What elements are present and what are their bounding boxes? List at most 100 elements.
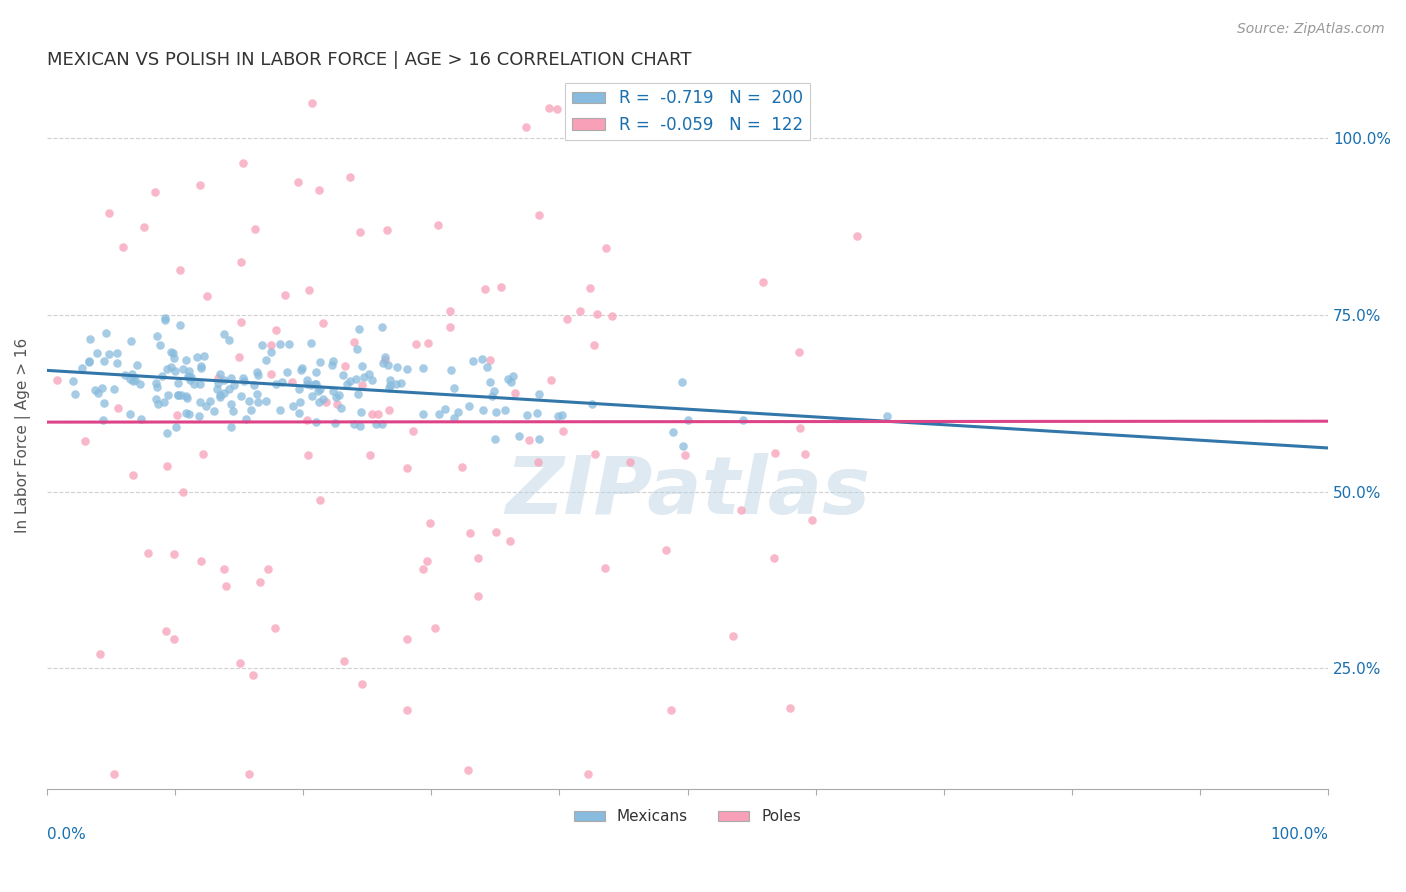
Point: [162, 345, 184, 359]
Point: [730, 502, 752, 516]
Point: [516, 409, 538, 423]
Point: [427, 408, 450, 422]
Point: [257, 562, 280, 576]
Point: [328, 388, 350, 402]
Point: [325, 390, 347, 404]
Point: [254, 352, 277, 367]
Point: [395, 703, 418, 717]
Point: [111, 240, 134, 254]
Point: [221, 420, 243, 434]
Point: [176, 391, 198, 405]
Point: [371, 417, 394, 431]
Point: [84, 383, 107, 397]
Point: [583, 447, 606, 461]
Point: [307, 384, 329, 398]
Point: [672, 439, 695, 453]
Point: [246, 368, 269, 382]
Point: [260, 338, 283, 352]
Point: [93, 354, 115, 368]
Point: [304, 377, 326, 392]
Point: [305, 415, 328, 429]
Point: [762, 550, 785, 565]
Point: [517, 433, 540, 447]
Point: [188, 394, 211, 409]
Point: [120, 334, 142, 348]
Point: [228, 351, 250, 365]
Point: [309, 382, 332, 396]
Point: [845, 229, 868, 244]
Point: [396, 460, 419, 475]
Point: [378, 378, 401, 392]
Point: [231, 255, 253, 269]
Point: [96, 326, 118, 340]
Point: [357, 368, 380, 382]
Point: [188, 409, 211, 424]
Point: [269, 336, 291, 351]
Point: [246, 365, 269, 379]
Point: [215, 579, 238, 593]
Point: [309, 355, 332, 369]
Point: [155, 310, 177, 325]
Point: [263, 621, 285, 635]
Point: [209, 388, 232, 402]
Point: [190, 360, 212, 375]
Point: [157, 387, 180, 401]
Point: [129, 377, 152, 392]
Point: [228, 656, 250, 670]
Point: [264, 377, 287, 392]
Point: [412, 361, 434, 376]
Point: [247, 394, 270, 409]
Point: [287, 382, 309, 396]
Point: [271, 375, 294, 389]
Point: [86, 346, 108, 360]
Point: [308, 395, 330, 409]
Point: [301, 389, 323, 403]
Point: [779, 701, 801, 715]
Point: [439, 320, 461, 334]
Point: [260, 367, 283, 381]
Point: [250, 338, 273, 352]
Point: [439, 363, 461, 377]
Point: [91, 413, 114, 427]
Point: [659, 703, 682, 717]
Point: [595, 561, 617, 575]
Point: [177, 369, 200, 384]
Point: [721, 629, 744, 643]
Point: [222, 404, 245, 418]
Point: [229, 316, 252, 330]
Point: [121, 367, 143, 381]
Point: [619, 455, 641, 469]
Point: [323, 416, 346, 430]
Point: [568, 303, 591, 318]
Point: [375, 223, 398, 237]
Point: [329, 401, 352, 416]
Point: [322, 384, 344, 398]
Point: [380, 373, 402, 387]
Point: [458, 526, 481, 541]
Point: [350, 359, 373, 373]
Point: [160, 359, 183, 374]
Point: [412, 562, 434, 576]
Text: 100.0%: 100.0%: [1270, 828, 1329, 842]
Point: [396, 632, 419, 647]
Point: [299, 378, 322, 392]
Point: [232, 371, 254, 385]
Point: [134, 219, 156, 234]
Point: [105, 356, 128, 370]
Point: [97, 347, 120, 361]
Point: [402, 424, 425, 438]
Point: [105, 346, 128, 360]
Point: [731, 413, 754, 427]
Point: [374, 351, 396, 365]
Point: [527, 387, 550, 401]
Point: [443, 411, 465, 425]
Point: [474, 282, 496, 296]
Y-axis label: In Labor Force | Age > 16: In Labor Force | Age > 16: [15, 337, 31, 533]
Point: [326, 396, 349, 410]
Point: [540, 373, 562, 387]
Point: [129, 411, 152, 425]
Point: [367, 407, 389, 421]
Point: [547, 409, 569, 423]
Point: [527, 208, 550, 222]
Point: [482, 384, 505, 399]
